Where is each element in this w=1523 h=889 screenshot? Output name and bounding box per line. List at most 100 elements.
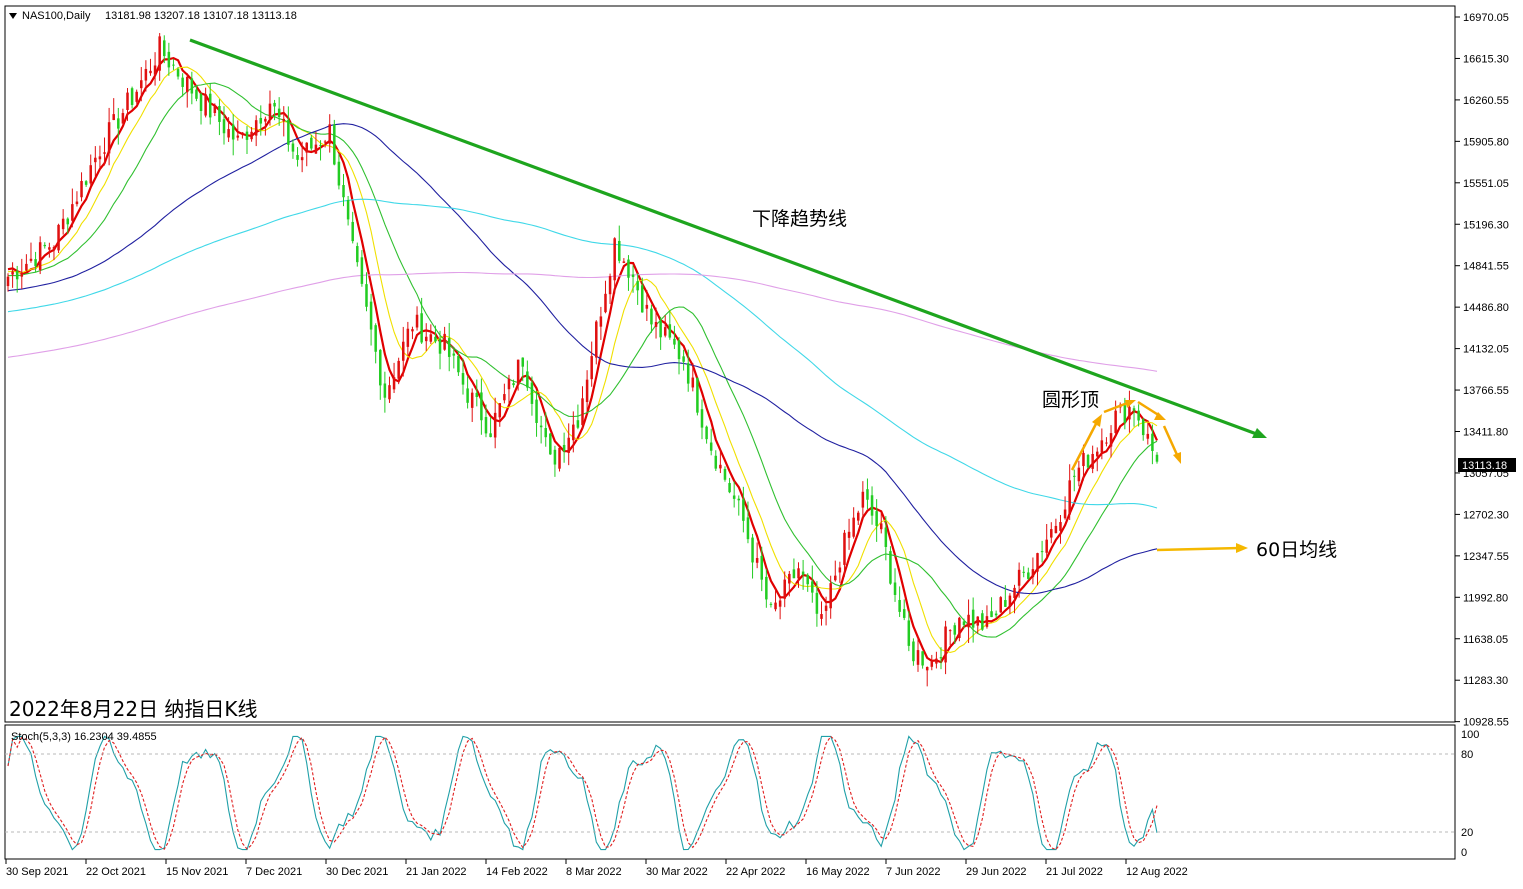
date-tick-label: 7 Dec 2021 (246, 866, 302, 878)
candle (411, 326, 414, 340)
candle (737, 495, 741, 516)
ma-250-line (7, 271, 1158, 372)
date-tick-label: 14 Feb 2022 (486, 866, 548, 878)
candle (778, 597, 782, 620)
candle (356, 242, 359, 267)
candle (843, 529, 846, 577)
candle (25, 254, 28, 272)
candle (824, 596, 828, 626)
price-tick-label: 15905.80 (1463, 136, 1509, 148)
candle (61, 209, 65, 235)
candle (429, 324, 433, 344)
candle (907, 611, 911, 652)
candle (889, 546, 892, 585)
candle (636, 273, 639, 305)
candle (705, 425, 708, 444)
candle (1059, 514, 1062, 544)
candle (948, 629, 952, 646)
candle (558, 447, 561, 472)
candle (935, 651, 938, 669)
chevron-down-icon[interactable] (9, 13, 17, 19)
candle (1068, 464, 1071, 520)
candle (576, 404, 580, 430)
candle (1077, 460, 1081, 487)
candle (342, 173, 345, 207)
candle (893, 568, 897, 602)
candle (457, 352, 460, 376)
chart-caption: 2022年8月22日 纳指日K线 (9, 697, 258, 721)
price-tick-label: 13766.55 (1463, 385, 1509, 397)
candle (760, 546, 764, 592)
candle (507, 374, 511, 405)
candle (526, 360, 529, 391)
candle (994, 610, 998, 619)
candle (52, 245, 56, 261)
candle (709, 428, 713, 456)
candle (484, 404, 488, 438)
candle (199, 92, 203, 125)
candle (631, 265, 635, 293)
candle (884, 516, 888, 561)
candle (158, 33, 161, 81)
candle (815, 581, 819, 627)
candle (663, 315, 667, 338)
candle (535, 390, 538, 437)
candle (153, 52, 157, 86)
candle (296, 147, 299, 167)
candle (300, 141, 304, 173)
price-tick-label: 12702.30 (1463, 509, 1509, 521)
date-tick-label: 30 Dec 2021 (326, 866, 388, 878)
candle (11, 262, 14, 288)
ma60-pointer-line (1156, 546, 1241, 552)
candle (20, 258, 24, 289)
candle (268, 90, 272, 126)
candle (75, 191, 79, 207)
candle (305, 142, 308, 167)
date-tick-label: 16 May 2022 (806, 866, 870, 878)
candle (489, 417, 492, 438)
candle (6, 273, 10, 292)
candle (15, 265, 19, 293)
candle (443, 326, 446, 351)
candle (80, 172, 83, 202)
candle (466, 376, 469, 409)
candle (1132, 405, 1136, 427)
candle (608, 273, 612, 304)
candle (71, 188, 74, 228)
candle (333, 119, 336, 166)
candle (241, 132, 244, 139)
date-tick-label: 30 Mar 2022 (646, 866, 708, 878)
candle (1100, 428, 1104, 460)
stoch-tick-0: 0 (1461, 847, 1467, 859)
candle (438, 330, 442, 370)
candle (875, 499, 878, 542)
candle (1045, 524, 1048, 559)
stoch-d-line (7, 735, 1158, 851)
candle (1146, 422, 1150, 445)
candle (264, 116, 267, 136)
date-tick-label: 29 Jun 2022 (966, 866, 1027, 878)
candle (585, 370, 589, 411)
date-tick-label: 21 Jul 2022 (1046, 866, 1103, 878)
candle (742, 486, 745, 533)
candle (424, 323, 428, 351)
price-tick-label: 16970.05 (1463, 12, 1509, 24)
candle (797, 562, 800, 588)
candle (89, 154, 92, 187)
candle (103, 137, 106, 166)
date-tick-label: 7 Jun 2022 (886, 866, 940, 878)
date-tick-label: 30 Sep 2021 (6, 866, 68, 878)
candle (732, 481, 736, 508)
price-tick-label: 14486.80 (1463, 302, 1509, 314)
candle (282, 106, 286, 137)
candle (714, 450, 718, 471)
candle (553, 445, 557, 477)
ma60-label: 60日均线 (1256, 539, 1337, 561)
candle (1109, 425, 1113, 458)
candle (999, 596, 1002, 613)
candle (57, 223, 60, 254)
candle (847, 518, 851, 550)
candle (208, 83, 212, 125)
candle (420, 297, 423, 344)
candle (659, 316, 662, 350)
